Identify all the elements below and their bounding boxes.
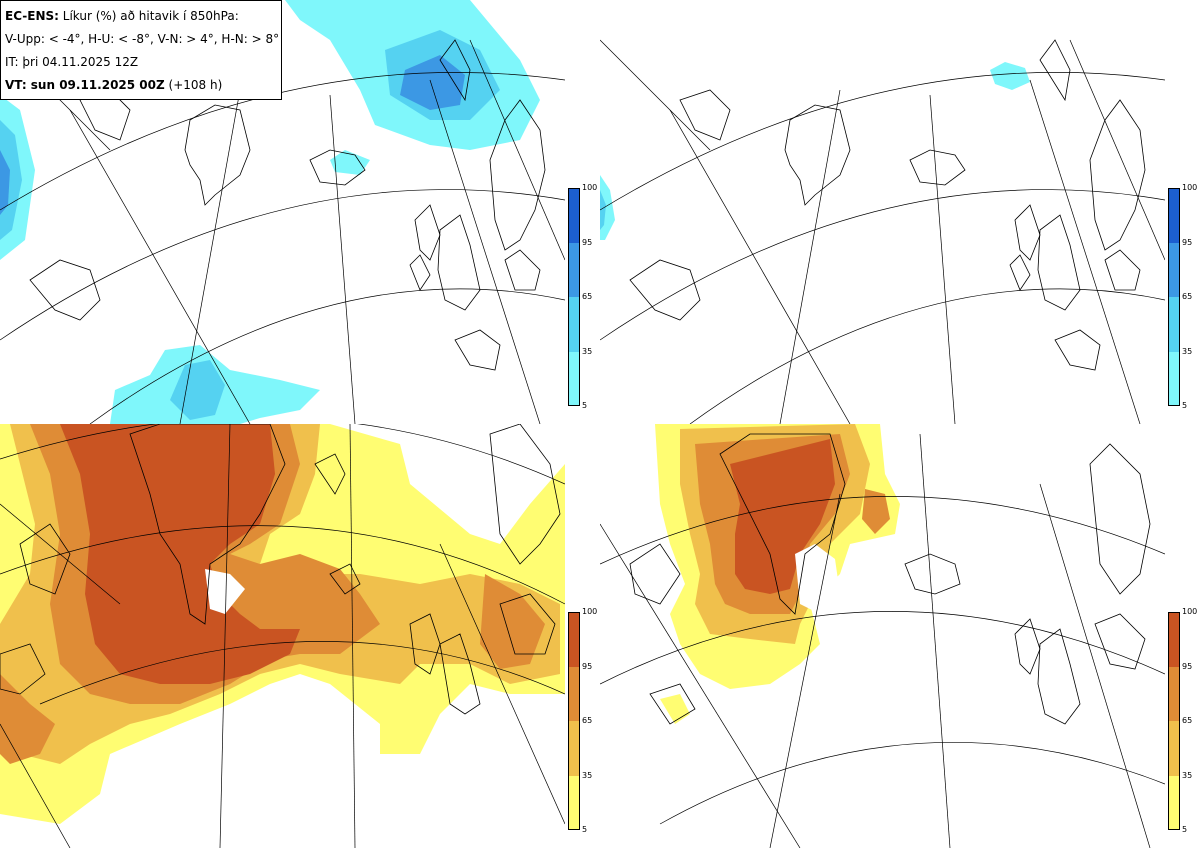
colorbar-segment bbox=[1168, 188, 1180, 243]
colorbar-segment bbox=[1168, 666, 1180, 721]
colorbar-tick-label: 35 bbox=[582, 770, 593, 780]
colorbar-tick-label: 95 bbox=[582, 661, 593, 671]
colorbar-cold-right: 5 35 65 95 100 bbox=[1168, 184, 1198, 410]
warm-probability-shading bbox=[0, 424, 565, 824]
graticule bbox=[600, 433, 1165, 848]
coastlines bbox=[629, 433, 1151, 725]
colorbar-segment bbox=[1168, 612, 1180, 667]
map-panel-top-right bbox=[600, 0, 1165, 424]
colorbar-tick-label: 95 bbox=[582, 237, 593, 247]
colorbar-tick-label: 35 bbox=[1182, 346, 1193, 356]
graticule bbox=[0, 39, 565, 424]
colorbar-warm-left: 5 35 65 95 100 bbox=[568, 608, 598, 834]
colorbar-segment bbox=[568, 775, 580, 830]
colorbar-warm-right: 5 35 65 95 100 bbox=[1168, 608, 1198, 834]
forecast-info-box: EC-ENS: Líkur (%) að hitavik í 850hPa: V… bbox=[0, 0, 282, 100]
colorbar-tick-label: 35 bbox=[582, 346, 593, 356]
colorbar-segment bbox=[1168, 242, 1180, 297]
colorbar-tick-label: 65 bbox=[1182, 716, 1193, 725]
warm-probability-shading bbox=[655, 424, 900, 724]
info-thresholds: V-Upp: < -4°, H-U: < -8°, V-N: > 4°, H-N… bbox=[5, 32, 280, 46]
colorbar-tick-label: 100 bbox=[1182, 183, 1198, 192]
colorbar-tick-label: 65 bbox=[582, 716, 593, 725]
colorbar-segment bbox=[1168, 721, 1180, 776]
map-canvas bbox=[0, 424, 565, 848]
colorbar-tick-label: 5 bbox=[1182, 825, 1188, 834]
cold-probability-shading bbox=[600, 62, 1030, 240]
colorbar-segment bbox=[568, 188, 580, 243]
map-panel-bottom-right bbox=[600, 424, 1165, 848]
colorbar-tick-label: 5 bbox=[582, 825, 588, 834]
colorbar-segment bbox=[568, 612, 580, 667]
colorbar-segment bbox=[1168, 351, 1180, 406]
colorbar-segment bbox=[568, 666, 580, 721]
coastlines bbox=[29, 39, 546, 371]
info-initial-time: IT: þri 04.11.2025 12Z bbox=[5, 55, 139, 69]
map-canvas bbox=[600, 424, 1165, 848]
colorbar-tick-label: 100 bbox=[582, 607, 598, 616]
colorbar-tick-label: 95 bbox=[1182, 661, 1193, 671]
info-title: EC-ENS: Líkur (%) að hitavik í 850hPa: bbox=[5, 9, 239, 23]
colorbar-tick-label: 5 bbox=[1182, 401, 1188, 410]
colorbar-cold-left: 5 35 65 95 100 bbox=[568, 184, 598, 410]
map-canvas bbox=[600, 0, 1165, 424]
colorbar-tick-label: 100 bbox=[1182, 607, 1198, 616]
coastlines bbox=[629, 39, 1146, 371]
graticule bbox=[0, 424, 565, 848]
colorbar-segment bbox=[1168, 297, 1180, 352]
colorbar-tick-label: 5 bbox=[582, 401, 588, 410]
colorbar-tick-label: 95 bbox=[1182, 237, 1193, 247]
colorbar-segment bbox=[568, 721, 580, 776]
colorbar-tick-label: 65 bbox=[1182, 292, 1193, 301]
coastlines bbox=[0, 424, 561, 715]
cold-probability-shading bbox=[0, 0, 540, 424]
colorbar-segment bbox=[568, 297, 580, 352]
info-valid-time: VT: sun 09.11.2025 00Z (+108 h) bbox=[5, 78, 223, 92]
colorbar-tick-label: 100 bbox=[582, 183, 598, 192]
colorbar-segment bbox=[1168, 775, 1180, 830]
graticule bbox=[600, 39, 1165, 424]
colorbar-tick-label: 65 bbox=[582, 292, 593, 301]
colorbar-segment bbox=[568, 351, 580, 406]
colorbar-segment bbox=[568, 242, 580, 297]
colorbar-tick-label: 35 bbox=[1182, 770, 1193, 780]
map-panel-bottom-left bbox=[0, 424, 565, 848]
